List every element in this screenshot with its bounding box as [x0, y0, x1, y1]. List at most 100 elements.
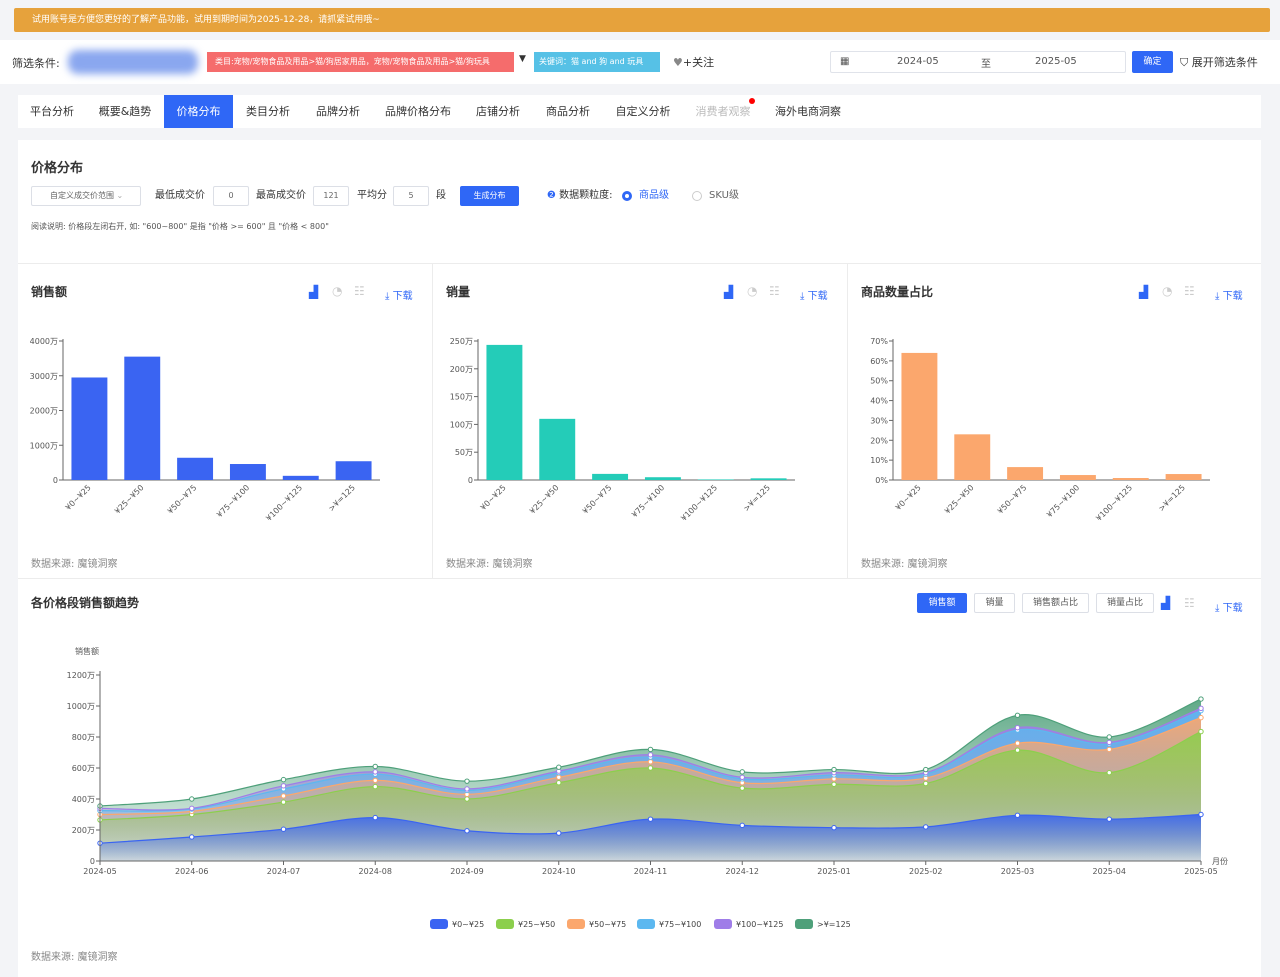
pie-chart-icon[interactable]: ◔ [332, 284, 343, 298]
trend-button-volume-share[interactable]: 销量占比 [1096, 593, 1154, 613]
data-point [1198, 728, 1204, 735]
download-button[interactable]: ⤓ 下载 [800, 291, 828, 302]
date-range-picker[interactable]: ▦ 2024-05 至 2025-05 [830, 51, 1126, 73]
y-tick-label: 60% [870, 357, 888, 366]
x-tick-label: 2025-02 [909, 867, 942, 876]
download-button[interactable]: ⤓ 下载 [1215, 603, 1243, 614]
table-icon[interactable]: ☷ [769, 284, 780, 298]
confirm-button[interactable]: 确定 [1132, 51, 1173, 73]
radio-sku-level[interactable] [692, 191, 702, 201]
x-axis-label: 月份 [1212, 856, 1228, 866]
download-label: 下载 [807, 291, 828, 302]
data-point [739, 769, 745, 775]
data-point [372, 783, 378, 790]
y-tick-label: 1000万 [30, 441, 58, 450]
trend-button-sales-share[interactable]: 销售额占比 [1022, 593, 1089, 613]
follow-button[interactable]: ♥+关注 [673, 54, 714, 70]
bar [644, 477, 681, 480]
x-tick-label: ¥75~¥100 [1045, 483, 1081, 519]
generate-button[interactable]: 生成分布 [460, 186, 519, 206]
x-tick-label: 2024-09 [450, 867, 483, 876]
trend-button-volume[interactable]: 销量 [974, 593, 1015, 613]
date-end[interactable]: 2025-05 [1035, 56, 1077, 67]
keyword-tag[interactable]: 关键词：猫 and 狗 and 玩具 [534, 52, 660, 72]
data-point [923, 780, 929, 787]
download-button[interactable]: ⤓ 下载 [1215, 291, 1243, 302]
x-tick-label: ¥25~¥50 [528, 483, 561, 516]
tab-bar: 平台分析 概要&趋势 价格分布 类目分析 品牌分析 品牌价格分布 店铺分析 商品… [18, 95, 1261, 128]
data-point [556, 830, 562, 836]
price-range-select-label: 自定义成交价范围 [50, 191, 114, 200]
segments-input[interactable]: 5 [393, 186, 429, 206]
bar [1007, 467, 1044, 480]
data-point [647, 816, 654, 822]
data-source: 数据来源: 魔镜洞察 [861, 559, 948, 570]
tab-custom[interactable]: 自定义分析 [615, 105, 671, 118]
trend-button-sales[interactable]: 销售额 [917, 593, 967, 613]
table-icon[interactable]: ☷ [354, 284, 365, 298]
max-price-input[interactable]: 121 [313, 186, 349, 206]
radio-item-level[interactable] [622, 191, 632, 201]
x-tick-label: 2024-08 [359, 867, 392, 876]
legend-swatch [714, 919, 732, 929]
y-tick-label: 0 [468, 476, 473, 485]
data-point [1014, 725, 1021, 731]
x-tick-label: ¥75~¥100 [630, 483, 666, 519]
tab-consumer[interactable]: 消费者观察 [695, 105, 751, 118]
y-tick-label: 800万 [72, 733, 95, 742]
bar-chart-icon[interactable]: ▟ [1161, 596, 1171, 610]
data-point [556, 764, 562, 770]
trial-banner: 试用账号是方便您更好的了解产品功能，试用到期时间为2025-12-28，请抓紧试… [14, 8, 1270, 32]
y-axis-label: 销售额 [75, 646, 99, 656]
max-price-label: 最高成交价 [256, 190, 306, 201]
tab-overseas[interactable]: 海外电商洞察 [775, 105, 841, 118]
data-point [831, 824, 837, 831]
bar-chart-icon[interactable]: ▟ [309, 285, 319, 299]
x-tick-label: 2024-05 [83, 867, 116, 876]
legend-label: ¥25~¥50 [518, 920, 555, 929]
category-tag[interactable]: 类目:宠物/宠物食品及用品>猫/狗居家用品，宠物/宠物食品及用品>猫/狗玩具 [207, 52, 514, 72]
download-button[interactable]: ⤓ 下载 [385, 291, 413, 302]
x-tick-label: ¥0~¥25 [894, 483, 923, 512]
bar [1059, 475, 1096, 480]
y-tick-label: 150万 [450, 393, 473, 402]
legend-swatch [430, 919, 448, 929]
info-icon: ❷ [547, 190, 556, 201]
x-tick-label: 2025-01 [817, 867, 850, 876]
reading-note: 阅读说明: 价格段左闭右开, 如: "600~800" 是指 "价格 >= 60… [31, 222, 329, 231]
tab-price-distribution[interactable]: 价格分布 [164, 95, 233, 128]
tab-store[interactable]: 店铺分析 [476, 105, 520, 118]
tab-brand-price[interactable]: 品牌价格分布 [385, 105, 451, 118]
x-tick-label: 2024-06 [175, 867, 208, 876]
bar [697, 479, 734, 480]
tab-platform[interactable]: 平台分析 [30, 105, 74, 118]
bar-chart-icon[interactable]: ▟ [724, 285, 734, 299]
data-point [739, 774, 745, 781]
data-point [556, 780, 562, 786]
table-icon[interactable]: ☷ [1184, 596, 1195, 610]
data-point [556, 774, 562, 781]
data-point [189, 834, 195, 840]
tab-overview[interactable]: 概要&趋势 [98, 105, 152, 118]
y-tick-label: 70% [870, 337, 888, 346]
x-tick-label: ¥100~¥125 [264, 483, 304, 523]
option-sku-level[interactable]: SKU级 [709, 190, 739, 201]
tab-brand[interactable]: 品牌分析 [316, 105, 360, 118]
data-source: 数据来源: 魔镜洞察 [31, 559, 118, 570]
price-range-select[interactable]: 自定义成交价范围 ⌄ [31, 186, 141, 206]
date-separator: 至 [981, 59, 991, 70]
y-tick-label: 0 [90, 857, 95, 866]
pie-chart-icon[interactable]: ◔ [1162, 284, 1173, 298]
tab-category[interactable]: 类目分析 [246, 105, 290, 118]
pie-chart-icon[interactable]: ◔ [747, 284, 758, 298]
min-price-input[interactable]: 0 [213, 186, 249, 206]
bar-chart-icon[interactable]: ▟ [1139, 285, 1149, 299]
chevron-down-icon[interactable]: ▼ [519, 54, 526, 64]
date-start[interactable]: 2024-05 [897, 56, 939, 67]
data-point [831, 781, 837, 787]
option-item-level[interactable]: 商品级 [639, 190, 669, 201]
tab-product[interactable]: 商品分析 [546, 105, 590, 118]
expand-filter-button[interactable]: ⛉ 展开筛选条件 [1180, 54, 1258, 70]
table-icon[interactable]: ☷ [1184, 284, 1195, 298]
y-tick-label: 10% [870, 456, 888, 465]
